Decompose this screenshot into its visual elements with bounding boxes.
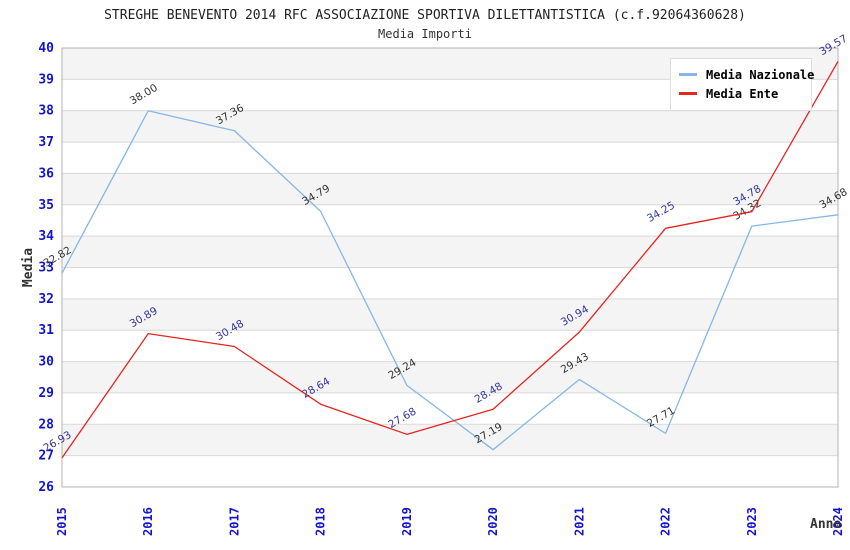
x-tick-label: 2016	[141, 507, 155, 536]
x-tick-label: 2017	[227, 507, 241, 536]
y-tick-label: 30	[38, 355, 54, 370]
plot-band	[62, 361, 838, 393]
plot-band	[62, 330, 838, 362]
x-tick-label: 2018	[314, 507, 328, 536]
x-tick-label: 2022	[659, 507, 673, 536]
plot-band	[62, 455, 838, 487]
legend-label: Media Ente	[706, 86, 779, 101]
x-tick-label: 2024	[831, 507, 845, 536]
plot-band	[62, 267, 838, 299]
y-tick-label: 27	[38, 449, 54, 464]
y-tick-label: 37	[38, 135, 54, 150]
legend-item-media-ente: Media Ente	[679, 84, 803, 103]
y-tick-label: 29	[38, 386, 54, 401]
y-axis-title: Media	[21, 248, 36, 287]
plot-band	[62, 236, 838, 268]
series-line-media-ente	[61, 61, 839, 459]
y-tick-label: 28	[38, 417, 54, 432]
x-tick-label: 2019	[400, 507, 414, 536]
legend-swatch-nazionale-icon	[679, 73, 697, 76]
y-tick-label: 38	[38, 104, 54, 119]
legend-label: Media Nazionale	[706, 67, 815, 82]
x-tick-label: 2020	[486, 507, 500, 536]
x-tick-label: 2021	[572, 507, 586, 536]
series-line-media-nazionale	[61, 110, 839, 451]
chart-legend: Media Nazionale Media Ente	[670, 58, 814, 111]
y-tick-label: 34	[38, 229, 54, 244]
y-tick-label: 26	[38, 480, 54, 495]
y-tick-label: 40	[38, 41, 54, 56]
y-tick-label: 32	[38, 292, 54, 307]
x-axis-title: Anno	[810, 517, 841, 532]
y-tick-label: 39	[38, 72, 54, 87]
plot-band	[62, 298, 838, 331]
legend-item-media-nazionale: Media Nazionale	[679, 65, 814, 84]
legend-swatch-ente-icon	[679, 92, 697, 95]
plot-band	[62, 142, 838, 174]
y-tick-label: 35	[38, 198, 54, 213]
x-tick-label: 2023	[745, 507, 759, 536]
y-tick-label: 33	[38, 261, 54, 276]
chart-title: STREGHE BENEVENTO 2014 RFC ASSOCIAZIONE …	[104, 8, 746, 23]
plot-band	[62, 110, 838, 143]
x-tick-label: 2015	[55, 507, 69, 536]
plot-band	[62, 424, 838, 456]
chart-subtitle: Media Importi	[378, 27, 472, 41]
plot-border	[61, 47, 839, 488]
y-tick-label: 31	[38, 323, 54, 338]
y-tick-label: 36	[38, 166, 54, 181]
plot-band	[62, 204, 838, 237]
plot-band	[62, 173, 838, 205]
plot-band	[62, 392, 838, 425]
